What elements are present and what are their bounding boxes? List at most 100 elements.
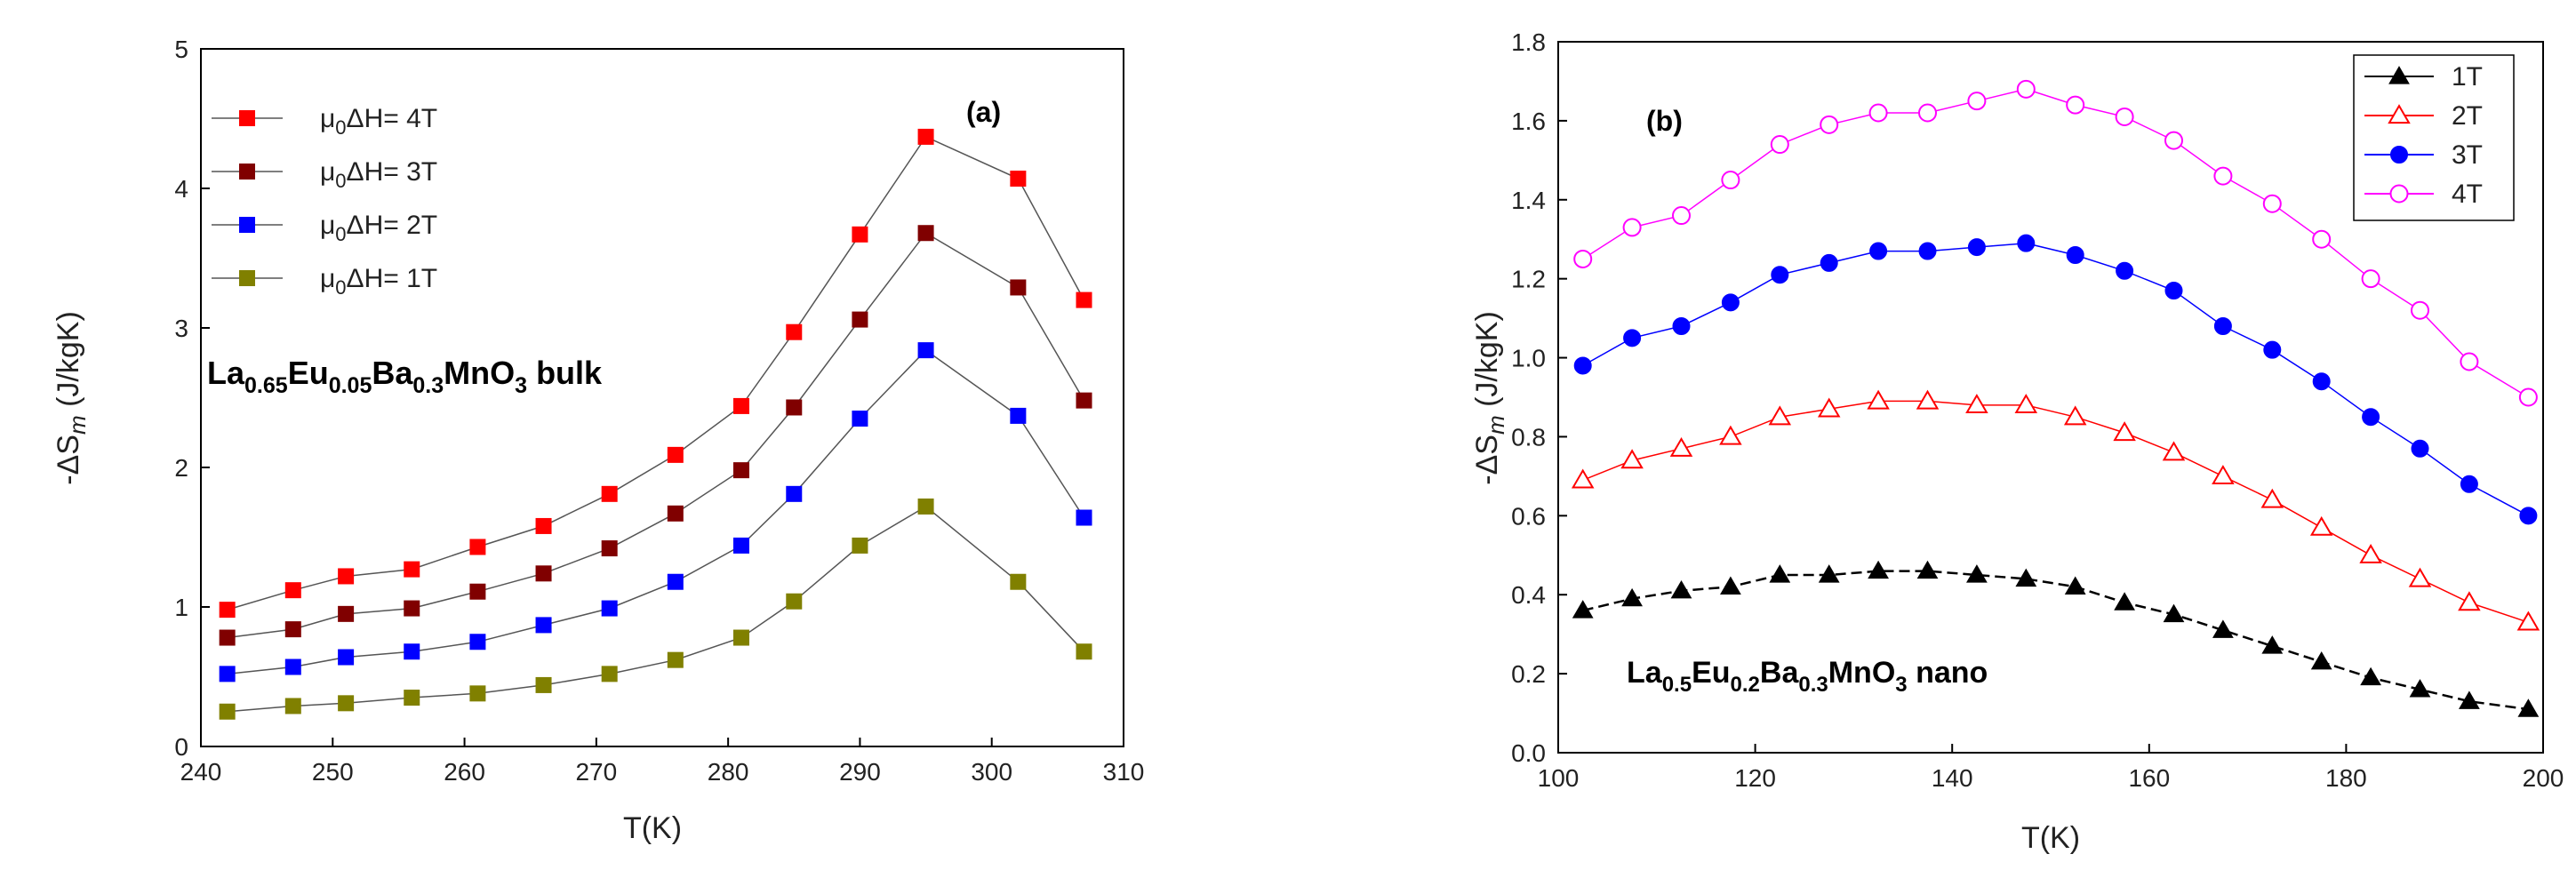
x-tick-label: 180 <box>2325 764 2367 792</box>
panel-b-x-axis-title: T(K) <box>2021 821 2080 855</box>
data-point <box>2263 340 2282 359</box>
legend-label: μ0ΔH= 2T <box>320 211 437 245</box>
y-tick-label: 0.0 <box>1511 739 1546 767</box>
legend-box <box>2353 54 2515 221</box>
data-point <box>786 593 803 610</box>
data-point <box>284 658 301 675</box>
x-tick-label: 160 <box>2128 764 2170 792</box>
data-point <box>917 128 934 145</box>
data-point <box>2411 300 2429 320</box>
data-point <box>1965 394 1988 414</box>
y-tick-label: 5 <box>174 36 188 63</box>
y-tick-label: 1.4 <box>1511 187 1546 214</box>
data-point <box>2063 405 2087 426</box>
data-point <box>535 676 552 693</box>
x-tick-label: 100 <box>1538 764 1580 792</box>
panel-a: 240 250 260 270 280 290 300 310 0 1 2 3 4 5 μ0ΔH= 4T… <box>52 36 1144 845</box>
data-point <box>786 399 803 416</box>
legend-label: 1T <box>2452 62 2483 92</box>
data-point <box>852 537 868 554</box>
panel-a-series-markers <box>219 128 1092 720</box>
panel-b-annotation: La0.5Eu0.2Ba0.3MnO3 nano <box>1627 656 1988 697</box>
data-point <box>535 565 552 582</box>
data-point <box>1966 564 1988 583</box>
data-point <box>1720 576 1741 595</box>
data-point <box>601 540 618 557</box>
data-point <box>852 311 868 328</box>
data-point <box>284 698 301 714</box>
data-point <box>2212 465 2235 485</box>
data-point <box>2362 408 2380 427</box>
panel-a-x-ticks: 240 250 260 270 280 290 300 310 <box>180 738 1145 786</box>
data-point <box>2016 79 2036 99</box>
data-point <box>338 605 355 622</box>
series-line-2 <box>227 232 1085 639</box>
data-point <box>1621 587 1643 607</box>
data-point <box>2361 269 2380 289</box>
x-tick-label: 200 <box>2523 764 2564 792</box>
data-point <box>2262 194 2282 213</box>
data-point <box>284 621 301 638</box>
data-point <box>2163 603 2185 623</box>
legend-label: μ0ΔH= 1T <box>320 264 437 299</box>
panel-a-plot-frame <box>200 48 1124 747</box>
legend-marker <box>239 164 255 180</box>
data-point <box>1672 206 1691 226</box>
panel-a-legend: μ0ΔH= 4T μ0ΔH= 3T μ0ΔH= 2T μ0ΔH= 1T <box>212 104 437 299</box>
data-point <box>1076 291 1092 308</box>
y-tick-label: 1.6 <box>1511 108 1546 135</box>
data-point <box>469 539 486 555</box>
legend-marker <box>2390 146 2408 164</box>
data-point <box>469 685 486 702</box>
data-point <box>1670 579 1692 599</box>
data-point <box>1916 560 1939 579</box>
panel-a-label: (a) <box>966 96 1001 128</box>
legend-marker <box>2389 184 2409 204</box>
data-point <box>601 600 618 617</box>
data-point <box>1818 564 1840 583</box>
data-point <box>219 703 236 720</box>
panel-b: 100 120 140 160 180 200 0.0 0.2 0.4 0.6 0.8 1.0 1.2… <box>1470 28 2564 855</box>
data-point <box>2409 679 2431 698</box>
data-point <box>2164 131 2183 150</box>
data-point <box>1817 397 1841 418</box>
x-tick-label: 310 <box>1103 758 1145 786</box>
data-point <box>2309 515 2333 536</box>
data-point <box>732 397 749 414</box>
data-point <box>852 411 868 427</box>
data-point <box>917 342 934 359</box>
panel-a-y-axis-title: -ΔSm (J/kgK) <box>52 311 91 485</box>
data-point <box>1868 103 1888 123</box>
data-point <box>1623 329 1642 347</box>
y-tick-label: 3 <box>174 315 188 342</box>
data-point <box>786 485 803 502</box>
panel-a-annotation: La0.65Eu0.05Ba0.3MnO3 bulk <box>207 355 603 398</box>
data-point <box>469 583 486 600</box>
data-point <box>338 568 355 585</box>
data-point <box>1076 643 1092 660</box>
data-point <box>469 634 486 651</box>
y-tick-label: 0.2 <box>1511 660 1546 688</box>
panel-b-x-ticks: 100 120 140 160 180 200 <box>1538 744 2564 792</box>
data-point <box>284 582 301 599</box>
data-point <box>1820 253 1838 272</box>
data-point <box>1572 600 1594 619</box>
panel-b-series-markers <box>1571 79 2540 717</box>
data-point <box>2519 507 2538 525</box>
data-point <box>2164 282 2183 299</box>
data-point <box>1622 218 1642 237</box>
data-point <box>2064 576 2086 595</box>
data-point <box>1721 171 1740 190</box>
x-tick-label: 290 <box>839 758 881 786</box>
data-point <box>2212 619 2234 638</box>
data-point <box>732 462 749 479</box>
panel-b-series-lines <box>1582 88 2529 711</box>
data-point <box>535 617 552 634</box>
data-point <box>1769 564 1791 583</box>
data-point <box>1820 115 1839 134</box>
data-point <box>2015 568 2037 587</box>
data-point <box>1721 293 1740 312</box>
data-point <box>2066 246 2084 264</box>
data-point <box>2213 317 2232 335</box>
data-point <box>1867 389 1890 410</box>
